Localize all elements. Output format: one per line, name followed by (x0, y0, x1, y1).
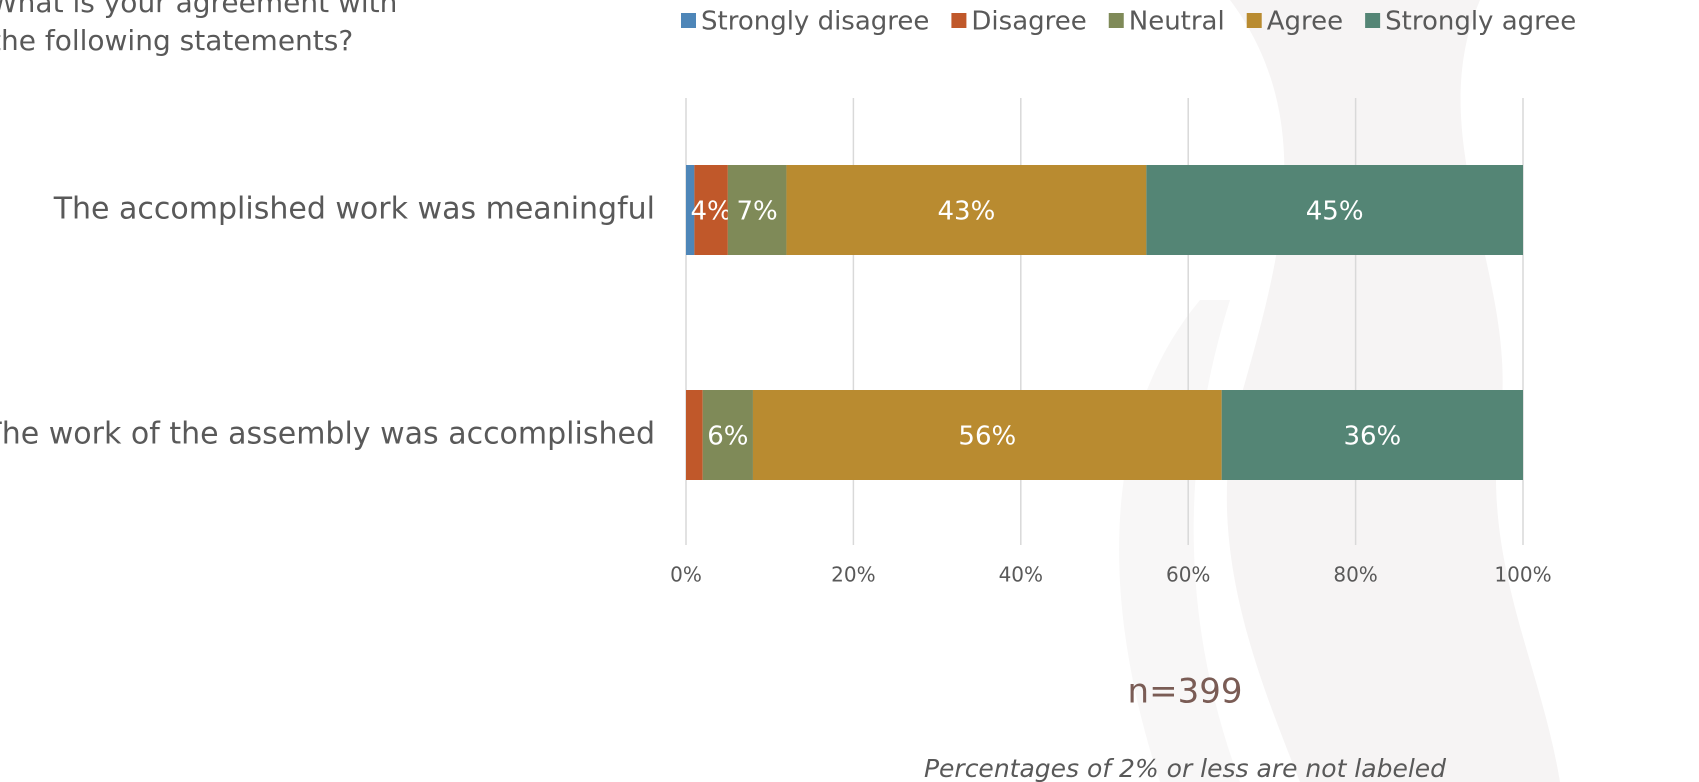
x-tick-label: 100% (1494, 563, 1551, 587)
data-label: 4% (690, 197, 731, 227)
legend-swatch (681, 13, 696, 28)
data-label: 6% (707, 422, 748, 452)
chart-title: What is your agreement with the followin… (0, 0, 398, 57)
x-tick-label: 20% (831, 563, 875, 587)
legend-swatch (951, 13, 967, 28)
legend-label: Neutral (1129, 7, 1225, 37)
legend-label: Agree (1267, 7, 1343, 37)
category-label: The work of the assembly was accomplishe… (0, 417, 655, 452)
legend-swatch (1108, 13, 1124, 28)
data-label: 7% (737, 197, 778, 227)
sample-size: n=399 (1128, 672, 1243, 712)
x-tick-label: 0% (670, 563, 702, 587)
data-label: 56% (958, 422, 1016, 452)
x-tick-label: 40% (999, 563, 1043, 587)
bar-segment (1146, 165, 1523, 255)
x-tick-label: 80% (1333, 563, 1377, 587)
legend-swatch (1246, 13, 1262, 28)
bar-segment (1221, 390, 1523, 480)
legend-swatch (1365, 13, 1381, 28)
bar-segment (686, 390, 703, 480)
legend-label: Disagree (971, 7, 1086, 37)
x-tick-label: 60% (1166, 563, 1210, 587)
bar-segment (786, 165, 1147, 255)
bar-segment (694, 165, 728, 255)
legend-label: Strongly agree (1385, 7, 1576, 37)
bar-segment (752, 390, 1222, 480)
data-label: 43% (937, 197, 995, 227)
data-label: 36% (1343, 422, 1401, 452)
legend-label: Strongly disagree (701, 7, 929, 37)
footnote: Percentages of 2% or less are not labele… (924, 754, 1446, 782)
bar-segment (727, 165, 787, 255)
category-label: The accomplished work was meaningful (53, 192, 655, 227)
bar-segment (702, 390, 753, 480)
bar-segment (686, 165, 695, 255)
data-label: 45% (1306, 197, 1364, 227)
